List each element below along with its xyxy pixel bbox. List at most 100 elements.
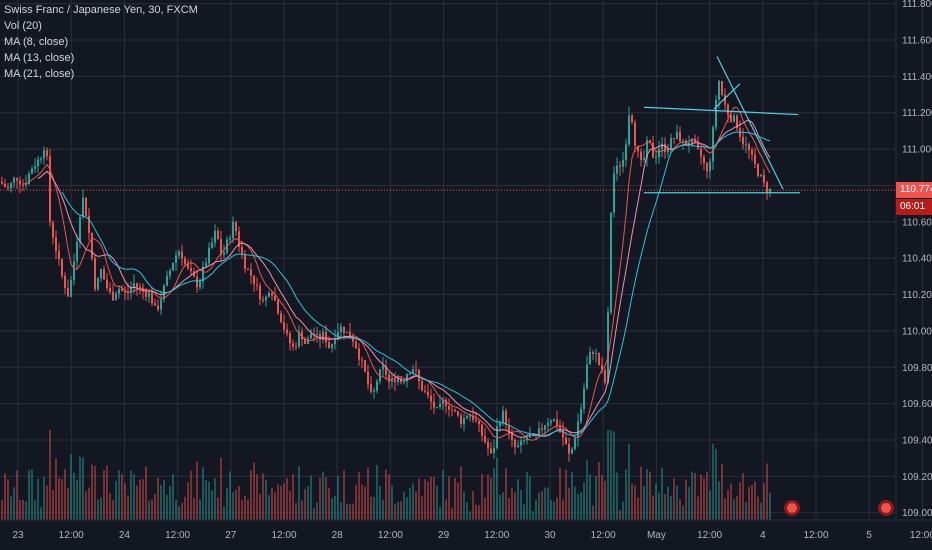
candle-body (454, 409, 456, 412)
volume-bar (295, 502, 297, 520)
volume-bar (670, 496, 672, 520)
volume-bar (625, 469, 627, 520)
candle-body (277, 300, 279, 314)
candle-body (28, 173, 30, 184)
volume-bar (214, 478, 216, 520)
volume-bar (490, 477, 492, 520)
candle-body (193, 271, 195, 277)
volume-bar (574, 486, 576, 520)
volume-bar (1, 500, 3, 520)
candle-body (94, 258, 96, 290)
candle-body (103, 269, 105, 280)
legend-ma21[interactable]: MA (21, close) (4, 68, 75, 80)
legend-ma8[interactable]: MA (8, close) (4, 36, 69, 48)
candle-body (343, 326, 345, 334)
volume-bar (445, 499, 447, 520)
candle-body (49, 156, 51, 223)
volume-bar (103, 470, 105, 520)
volume-bar (43, 477, 45, 520)
volume-bar (700, 474, 702, 520)
candle-body (676, 131, 678, 139)
price-tick-label: 110.600 (902, 217, 932, 228)
candle-body (37, 159, 39, 167)
volume-bar (463, 491, 465, 520)
volume-bar (151, 499, 153, 520)
volume-bar (682, 505, 684, 520)
candle-body (550, 421, 552, 423)
candle-body (313, 333, 315, 335)
candle-body (289, 333, 291, 344)
volume-bar (91, 464, 93, 520)
time-tick-label: 27 (225, 530, 237, 541)
volume-bar (745, 501, 747, 520)
volume-bar (304, 488, 306, 520)
volume-bar (481, 473, 483, 520)
legend-vol[interactable]: Vol (20) (4, 20, 42, 32)
candle-body (499, 423, 501, 427)
volume-bar (199, 499, 201, 520)
volume-bar (19, 500, 21, 520)
event-icon-right[interactable] (878, 500, 894, 516)
symbol-title[interactable]: Swiss Franc / Japanese Yen, 30, FXCM (4, 4, 198, 16)
volume-bar (331, 498, 333, 520)
candle-body (40, 158, 42, 160)
volume-bar (259, 493, 261, 520)
candle-body (730, 114, 732, 122)
trendlines[interactable] (643, 56, 800, 194)
volume-bar (250, 470, 252, 520)
candle-body (355, 341, 357, 349)
volume-bar (619, 510, 621, 520)
candle-body (397, 378, 399, 383)
volume-bar (406, 497, 408, 520)
time-tick-label: 12:00 (378, 530, 403, 541)
volume-bar (271, 487, 273, 520)
candle-body (253, 275, 255, 285)
candle-body (352, 338, 354, 342)
candle-body (67, 288, 69, 297)
candle-body (679, 131, 681, 142)
volume-bar (586, 460, 588, 520)
volume-bar (319, 478, 321, 520)
volume-bar (112, 500, 114, 520)
candle-body (763, 175, 765, 183)
volume-bar (715, 448, 717, 520)
candle-body (670, 137, 672, 150)
event-icon[interactable] (784, 500, 800, 516)
candle-body (472, 415, 474, 420)
candle-body (661, 143, 663, 149)
volume-bar (166, 494, 168, 520)
candle-body (649, 140, 651, 143)
volume-bar (478, 505, 480, 520)
candle-body (106, 279, 108, 289)
candle-body (307, 338, 309, 344)
volume-bar (94, 465, 96, 520)
legend-ma13[interactable]: MA (13, close) (4, 52, 75, 64)
volume-bar (49, 430, 51, 520)
candle-body (616, 165, 618, 174)
candle-body (82, 197, 84, 218)
last-price-tag: 110.774 (896, 182, 932, 199)
candle-body (46, 150, 48, 157)
volume-bar (754, 481, 756, 520)
volume-bar (376, 464, 378, 520)
volume-bar (244, 495, 246, 520)
candle-body (736, 115, 738, 129)
volume-bar (664, 494, 666, 520)
candle-body (406, 374, 408, 382)
volume-bar (346, 503, 348, 520)
candle-body (370, 384, 372, 392)
candle-body (664, 143, 666, 153)
volume-bar (121, 473, 123, 520)
candle-body (358, 348, 360, 360)
volume-bar (403, 491, 405, 520)
volume-bar (100, 497, 102, 520)
time-axis[interactable]: 23 12:00 24 12:00 27 12:00 28 12:00 29 12:00 30 12:… (12, 530, 932, 541)
candle-body (7, 186, 9, 189)
volume-bar (409, 487, 411, 520)
volume-bar (340, 502, 342, 520)
candle-body (340, 326, 342, 333)
volume-bar (451, 507, 453, 520)
price-axis[interactable]: 111.800111.600111.400111.200111.000110.8… (902, 0, 932, 519)
candle-body (22, 184, 24, 186)
